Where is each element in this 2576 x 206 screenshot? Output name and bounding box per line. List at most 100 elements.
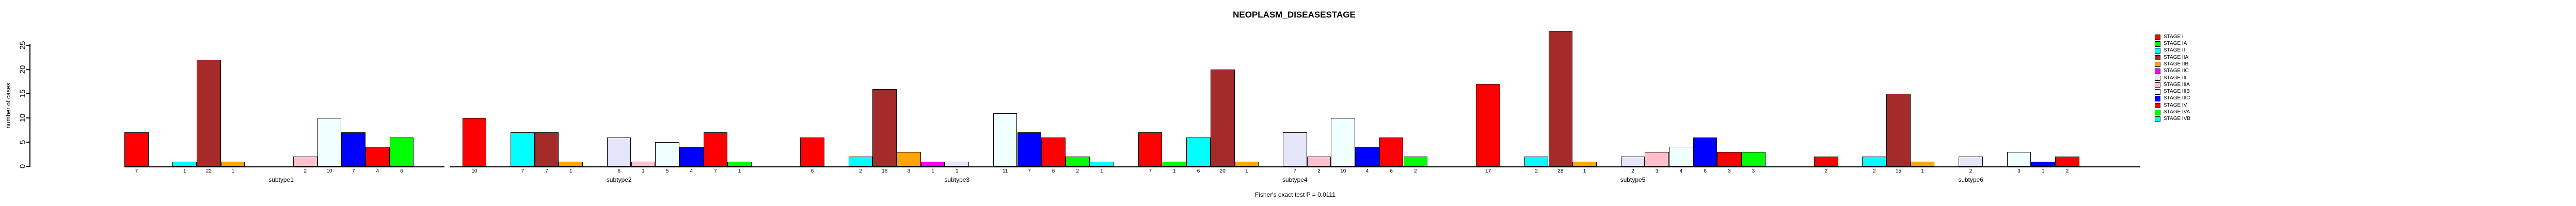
bar-value-label: 2 bbox=[1317, 168, 1321, 174]
bar-value-label: 2 bbox=[2065, 168, 2069, 174]
bar-value-label: 15 bbox=[1895, 168, 1901, 174]
bar-value-label: 11 bbox=[1002, 168, 1008, 174]
bar-value-label: 2 bbox=[1969, 168, 1973, 174]
bar-stage-iia bbox=[197, 60, 221, 166]
legend-swatch-stage-iia bbox=[2155, 55, 2160, 61]
y-tick-mark bbox=[26, 93, 30, 94]
bar-stage-iv bbox=[2055, 157, 2079, 166]
bar-stage-iib bbox=[1234, 161, 1259, 166]
bar-stage-ii bbox=[172, 161, 197, 166]
bar-value-label: 1 bbox=[2041, 168, 2045, 174]
bar-value-label: 1 bbox=[1173, 168, 1176, 174]
panel-label-subtype1: subtype1 bbox=[268, 176, 294, 183]
bar-stage-iva bbox=[1065, 157, 1090, 166]
bar-stage-iv bbox=[1717, 151, 1742, 166]
bar-stage-ii bbox=[1862, 157, 1887, 166]
bar-stage-i bbox=[1476, 84, 1501, 166]
bar-value-label: 1 bbox=[1583, 168, 1586, 174]
bar-stage-iii bbox=[607, 137, 631, 166]
legend-label-stage-i: STAGE I bbox=[2164, 33, 2184, 40]
bar-stage-iv bbox=[1379, 137, 1404, 166]
bar-stage-iia bbox=[872, 89, 897, 166]
legend-swatch-stage-iiia bbox=[2155, 82, 2160, 88]
bar-value-label: 2 bbox=[1535, 168, 1538, 174]
y-tick-mark bbox=[26, 166, 30, 167]
bar-value-label: 2 bbox=[1076, 168, 1079, 174]
bar-value-label: 7 bbox=[1028, 168, 1031, 174]
panel-label-subtype6: subtype6 bbox=[1958, 176, 1983, 183]
bar-stage-iia bbox=[534, 132, 559, 166]
bar-stage-iii bbox=[945, 161, 969, 166]
legend-label-stage-iv: STAGE IV bbox=[2164, 102, 2187, 108]
bar-stage-iiib bbox=[993, 113, 1017, 166]
bar-value-label: 6 bbox=[810, 168, 814, 174]
bar-value-label: 1 bbox=[738, 168, 741, 174]
bar-value-label: 7 bbox=[714, 168, 717, 174]
legend-label-stage-iiib: STAGE IIIB bbox=[2164, 89, 2190, 95]
y-tick-label: 10 bbox=[18, 113, 27, 123]
bar-value-label: 7 bbox=[545, 168, 548, 174]
bar-stage-ii bbox=[1186, 137, 1211, 166]
legend-swatch-stage-iv bbox=[2155, 102, 2160, 109]
legend-swatch-stage-iic bbox=[2155, 68, 2160, 74]
legend-label-stage-iic: STAGE IIC bbox=[2164, 68, 2189, 74]
x-axis-line bbox=[1464, 166, 1802, 167]
panel-label-subtype3: subtype3 bbox=[944, 176, 970, 183]
bar-value-label: 2 bbox=[859, 168, 862, 174]
bar-stage-iva bbox=[1741, 151, 1766, 166]
bar-stage-ii bbox=[511, 132, 535, 166]
x-axis-line bbox=[1125, 166, 1464, 167]
bar-stage-iiic bbox=[1693, 137, 1718, 166]
bar-value-label: 3 bbox=[2017, 168, 2021, 174]
y-tick-mark bbox=[26, 117, 30, 118]
legend-swatch-stage-iib bbox=[2155, 61, 2160, 67]
bar-value-label: 6 bbox=[1052, 168, 1055, 174]
bar-value-label: 6 bbox=[617, 168, 621, 174]
bar-stage-iib bbox=[559, 161, 583, 166]
bar-stage-iv bbox=[1041, 137, 1066, 166]
bar-value-label: 4 bbox=[690, 168, 693, 174]
bar-stage-ia bbox=[1162, 161, 1187, 166]
x-axis-line bbox=[1802, 166, 2140, 167]
bar-value-label: 7 bbox=[135, 168, 138, 174]
bar-value-label: 1 bbox=[642, 168, 645, 174]
bar-stage-i bbox=[462, 118, 487, 166]
bar-value-label: 6 bbox=[1704, 168, 1707, 174]
bar-value-label: 1 bbox=[1921, 168, 1924, 174]
bar-stage-iib bbox=[897, 151, 921, 166]
legend-label-stage-iiia: STAGE IIIA bbox=[2164, 81, 2190, 88]
bar-stage-i bbox=[800, 137, 824, 166]
bar-stage-iic bbox=[920, 161, 945, 166]
bar-value-label: 1 bbox=[183, 168, 186, 174]
bar-stage-iia bbox=[1886, 94, 1911, 166]
bar-value-label: 7 bbox=[1149, 168, 1152, 174]
bar-stage-iv bbox=[703, 132, 728, 166]
bar-value-label: 4 bbox=[1365, 168, 1369, 174]
bar-value-label: 17 bbox=[1485, 168, 1491, 174]
legend-label-stage-iib: STAGE IIB bbox=[2164, 61, 2189, 67]
panel-label-subtype4: subtype4 bbox=[1282, 176, 1308, 183]
bar-stage-ivb bbox=[1089, 161, 1114, 166]
bar-stage-iva bbox=[1403, 157, 1428, 166]
bar-value-label: 6 bbox=[1197, 168, 1200, 174]
legend-label-stage-ii: STAGE II bbox=[2164, 47, 2185, 54]
bar-stage-iii bbox=[1620, 157, 1645, 166]
bar-stage-iia bbox=[1210, 70, 1235, 166]
bar-value-label: 10 bbox=[471, 168, 478, 174]
bar-stage-iii bbox=[1959, 157, 1983, 166]
y-tick-label: 0 bbox=[18, 164, 27, 169]
bar-value-label: 4 bbox=[1679, 168, 1683, 174]
bar-stage-iiia bbox=[1307, 157, 1331, 166]
y-tick-label: 20 bbox=[18, 65, 27, 74]
bar-stage-iva bbox=[727, 161, 752, 166]
bar-value-label: 1 bbox=[931, 168, 934, 174]
bar-value-label: 2 bbox=[1872, 168, 1876, 174]
bar-stage-iiia bbox=[293, 157, 317, 166]
bar-value-label: 3 bbox=[1727, 168, 1731, 174]
bar-value-label: 2 bbox=[304, 168, 307, 174]
bar-stage-iv bbox=[365, 147, 390, 166]
bar-value-label: 22 bbox=[205, 168, 212, 174]
y-tick-mark bbox=[26, 142, 30, 143]
legend-label-stage-iva: STAGE IVA bbox=[2164, 109, 2190, 115]
